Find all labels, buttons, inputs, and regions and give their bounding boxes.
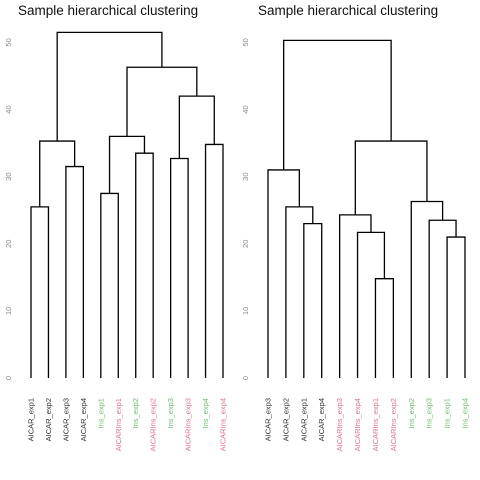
- y-tick-label: 20: [241, 240, 250, 248]
- dendrogram-link: [283, 39, 392, 170]
- leaf-label: AICAR_exp2: [44, 398, 53, 441]
- dendrogram-link: [39, 140, 76, 207]
- y-tick-label: 50: [4, 38, 13, 46]
- leaf-label: AICARIns_exp3: [335, 398, 344, 451]
- y-tick-label: 20: [4, 240, 13, 248]
- leaf-label: AICARIns_exp2: [149, 398, 158, 451]
- leaf-label: Ins_exp3: [166, 398, 175, 428]
- dendrogram-link: [428, 219, 457, 378]
- dendrogram-link: [303, 222, 323, 378]
- chart-title: Sample hierarchical clustering: [18, 3, 198, 18]
- dendrogram-link: [204, 143, 224, 378]
- leaf-label: AICAR_exp1: [27, 398, 36, 441]
- dendrogram-link: [267, 169, 300, 378]
- dendrogram-left: Sample hierarchical clustering 0 10 20 30 40 5…: [4, 3, 228, 451]
- y-tick-label: 40: [4, 105, 13, 113]
- dendrogram-link: [446, 236, 466, 378]
- dendrogram-link: [354, 140, 428, 215]
- y-tick-label: 10: [4, 307, 13, 315]
- y-tick-label: 50: [241, 38, 250, 46]
- y-tick-label: 0: [4, 376, 13, 380]
- leaf-label: AICAR_exp3: [61, 398, 70, 441]
- dendrogram-link: [126, 66, 198, 137]
- leaf-label: AICARIns_exp3: [184, 398, 193, 451]
- y-tick-label: 0: [241, 376, 250, 380]
- leaf-label: AICAR_exp3: [264, 398, 273, 441]
- dendrogram-link: [56, 31, 163, 142]
- dendrogram-link: [338, 214, 372, 378]
- leaf-label: AICARIns_exp4: [353, 398, 362, 451]
- leaf-label: Ins_exp2: [407, 398, 416, 428]
- leaf-label: Ins_exp2: [131, 398, 140, 428]
- dendrogram-link: [100, 192, 119, 378]
- dendrogram-link: [410, 200, 444, 378]
- leaf-label: AICARIns_exp2: [389, 398, 398, 451]
- leaf-label: AICARIns_exp1: [371, 398, 380, 451]
- dendrogram-link: [374, 278, 395, 378]
- y-tick-label: 10: [241, 307, 250, 315]
- dendrogram-link: [356, 231, 386, 378]
- dendrogram-link: [285, 206, 314, 378]
- dendrogram-link: [169, 157, 189, 378]
- leaf-label: Ins_exp3: [425, 398, 434, 428]
- leaf-label: AICARIns_exp4: [219, 398, 228, 451]
- y-tick-label: 40: [241, 105, 250, 113]
- leaf-label: AICAR_exp4: [79, 398, 88, 441]
- leaf-label: Ins_exp4: [201, 398, 210, 428]
- y-tick-label: 30: [4, 172, 13, 180]
- leaf-label: AICAR_exp2: [281, 398, 290, 441]
- y-tick-label: 30: [241, 172, 250, 180]
- dendrogram-link: [30, 206, 50, 378]
- leaf-label: AICAR_exp1: [299, 398, 308, 441]
- dendrogram-link: [65, 165, 85, 378]
- leaf-label: Ins_exp1: [96, 398, 105, 428]
- leaf-label: AICAR_exp4: [317, 398, 326, 441]
- chart-title: Sample hierarchical clustering: [258, 3, 438, 18]
- dendrogram-right: Sample hierarchical clustering 0 10 20 30 40 5…: [241, 3, 470, 451]
- dendrogram-link: [108, 135, 146, 194]
- leaf-label: Ins_exp4: [461, 398, 470, 428]
- leaf-label: Ins_exp1: [443, 398, 452, 428]
- dendrogram-link: [135, 152, 154, 378]
- leaf-label: AICARIns_exp1: [114, 398, 123, 451]
- dendrogram-link: [178, 95, 215, 159]
